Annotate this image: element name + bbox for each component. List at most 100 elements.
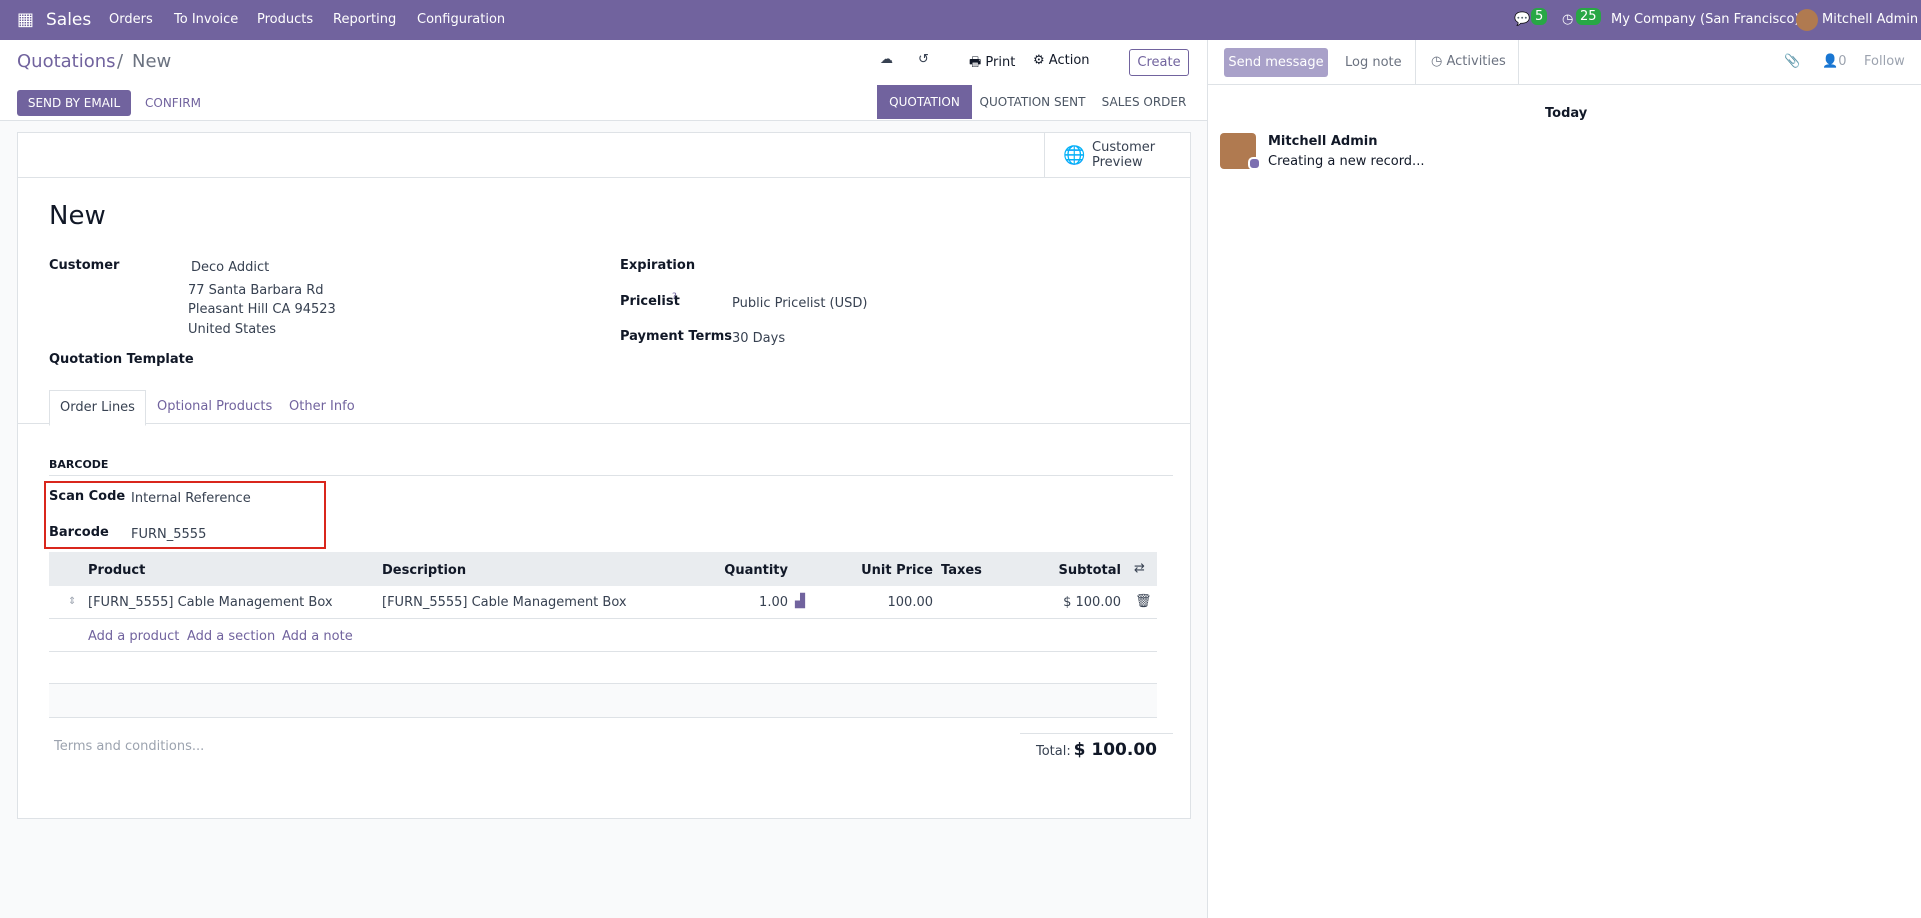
action-label: Action [1048, 53, 1090, 68]
stage-active[interactable]: QUOTATION [877, 85, 972, 119]
cell[interactable]: [FURN_5555] Cable Management Box [88, 595, 333, 610]
user[interactable]: Mitchell Admin [1822, 12, 1919, 27]
add-link[interactable]: Add a section [187, 629, 276, 644]
row-border [49, 651, 1157, 652]
divider [49, 475, 1173, 476]
activities-button[interactable]: ◷ Activities [1431, 54, 1506, 69]
message-body: Creating a new record... [1268, 154, 1425, 169]
cell[interactable]: 100.00 [887, 595, 934, 610]
field-label: Customer [49, 258, 120, 273]
message-author[interactable]: Mitchell Admin [1268, 134, 1378, 149]
empty-row [49, 683, 1157, 718]
discard-icon[interactable]: ↺ [918, 52, 929, 67]
separator [1415, 40, 1416, 84]
barcode[interactable]: FURN_5555 [131, 527, 207, 542]
date-separator: Today [1545, 106, 1588, 121]
address-line: Pleasant Hill CA 94523 [188, 302, 336, 317]
column-header[interactable]: Quantity [724, 563, 788, 578]
optional-columns-icon[interactable]: ⇄ [1134, 561, 1145, 576]
divider [1020, 733, 1173, 734]
forecast-icon[interactable]: ▟ [795, 594, 805, 609]
apps-icon[interactable]: ▦ [17, 9, 35, 30]
payment-terms[interactable]: 30 Days [732, 331, 786, 346]
messages-icon[interactable]: 💬 [1514, 12, 1531, 27]
chatter-divider [1207, 84, 1921, 85]
activity-badge: 25 [1576, 8, 1601, 25]
follow-button[interactable]: Follow [1864, 54, 1905, 69]
app-name[interactable]: Sales [46, 10, 92, 30]
log-note-button[interactable]: Log note [1345, 55, 1402, 70]
menu-item[interactable]: Products [257, 12, 314, 27]
divider [17, 177, 1190, 178]
tab[interactable]: Other Info [289, 399, 355, 414]
stage[interactable]: SALES ORDER [1101, 95, 1187, 109]
section-title: BARCODE [49, 458, 109, 471]
total: $ 100.00 [1073, 740, 1157, 760]
followers-count: 0 [1838, 54, 1847, 69]
breadcrumb-current: New [132, 51, 172, 72]
field-label: Quotation Template [49, 352, 194, 367]
control-panel [0, 40, 1207, 121]
menu-item[interactable]: Orders [109, 12, 153, 27]
attachment-icon[interactable]: 📎 [1784, 54, 1801, 69]
navbar: ▦ Sales Orders To Invoice Products Repor… [0, 0, 1921, 40]
user-avatar[interactable] [1796, 9, 1818, 31]
customer-preview-label: Customer Preview [1092, 140, 1156, 170]
activities-label: Activities [1446, 54, 1506, 69]
column-header[interactable]: Subtotal [1058, 563, 1121, 578]
create-button[interactable]: Create [1129, 49, 1189, 76]
help-icon[interactable]: ? [672, 292, 677, 302]
field-label: Barcode [49, 525, 109, 540]
send-message-button[interactable]: Send message [1224, 48, 1328, 77]
pricelist[interactable]: Public Pricelist (USD) [732, 296, 868, 311]
field-label: Pricelist [620, 294, 680, 309]
column-header[interactable]: Product [88, 563, 146, 578]
send-by-email-button[interactable]: SEND BY EMAIL [17, 90, 131, 116]
cell[interactable]: [FURN_5555] Cable Management Box [382, 595, 627, 610]
add-link[interactable]: Add a product [88, 629, 180, 644]
terms-placeholder[interactable]: Terms and conditions... [54, 739, 205, 754]
column-header[interactable]: Taxes [941, 563, 982, 578]
scan-code[interactable]: Internal Reference [131, 491, 251, 506]
save-icon[interactable]: ☁ [880, 52, 893, 67]
add-link[interactable]: Add a note [282, 629, 353, 644]
field-label: Scan Code [49, 489, 126, 504]
row-border [49, 618, 1157, 619]
cell[interactable]: 1.00 [759, 595, 788, 610]
print-button[interactable]: 🖶 Print [969, 55, 1016, 70]
customer[interactable]: Deco Addict [191, 260, 270, 275]
tab[interactable]: Optional Products [157, 399, 273, 414]
presence-dot [1248, 157, 1261, 170]
tab-active[interactable]: Order Lines [49, 390, 146, 426]
total-label: Total: [1036, 744, 1071, 759]
cell[interactable]: $ 100.00 [1063, 595, 1121, 610]
table-header [49, 552, 1157, 586]
menu-item[interactable]: Configuration [417, 12, 506, 27]
company[interactable]: My Company (San Francisco) [1611, 12, 1800, 27]
column-header[interactable]: Description [382, 563, 467, 578]
address-line: 77 Santa Barbara Rd [188, 283, 324, 298]
column-header[interactable]: Unit Price [861, 563, 933, 578]
breadcrumb-separator: / [117, 51, 124, 72]
message-badge: 5 [1531, 8, 1548, 25]
activity-icon[interactable]: ◷ [1562, 12, 1574, 27]
action-button[interactable]: ⚙ Action [1033, 53, 1090, 68]
field-label: Payment Terms [620, 329, 733, 344]
followers-button[interactable]: 👤0 [1822, 54, 1847, 69]
delete-icon[interactable]: 🗑 [1135, 594, 1152, 609]
drag-handle[interactable]: ⇕ [68, 596, 77, 607]
menu-item[interactable]: Reporting [333, 12, 397, 27]
field-label: Expiration [620, 258, 696, 273]
confirm-button[interactable]: CONFIRM [145, 96, 201, 110]
highlight-box [44, 481, 326, 549]
tab-line [17, 423, 1190, 424]
breadcrumb-parent[interactable]: Quotations [17, 51, 116, 72]
stage[interactable]: QUOTATION SENT [979, 95, 1086, 109]
customer-preview-button[interactable]: 🌐 Customer Preview [1044, 133, 1191, 177]
menu-item[interactable]: To Invoice [174, 12, 239, 27]
globe-icon: 🌐 [1063, 145, 1086, 166]
address-line: United States [188, 322, 277, 337]
print-label: Print [985, 55, 1016, 70]
